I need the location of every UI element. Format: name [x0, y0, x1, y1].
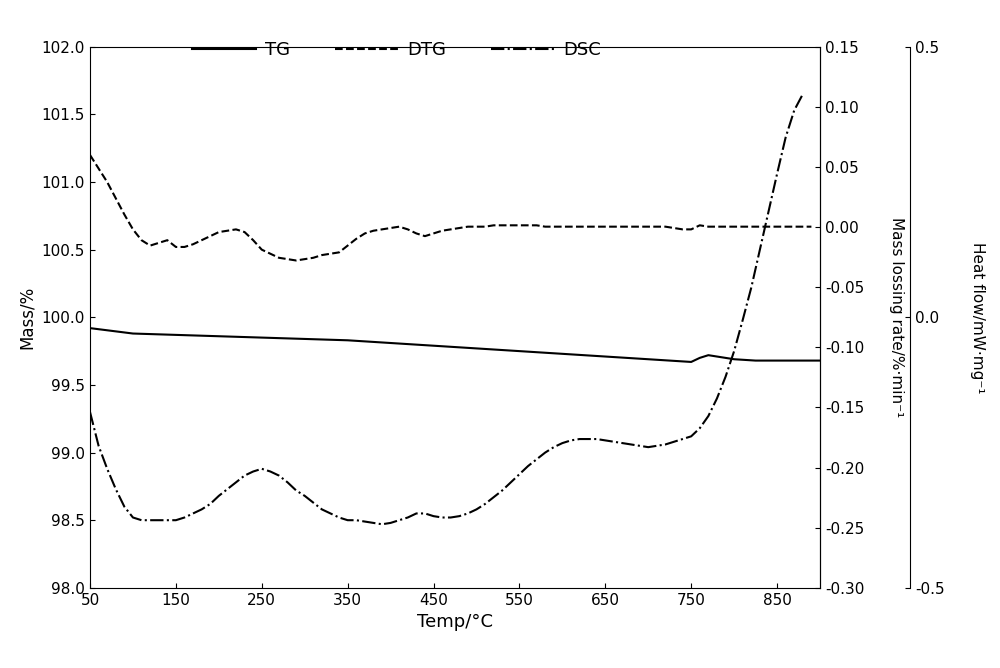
DSC: [634, 442, 646, 450]
DSC: [93, 442, 105, 450]
Legend: TG, DTG, DSC: TG, DTG, DSC: [185, 34, 608, 67]
DTG: [453, 224, 465, 232]
TG: [342, 336, 354, 344]
DTG: [771, 222, 783, 230]
TG: [664, 357, 676, 365]
Line: TG: TG: [90, 328, 820, 362]
TG: [728, 355, 740, 363]
DSC: [84, 408, 96, 416]
TG: [492, 346, 504, 354]
TG: [535, 349, 547, 357]
DSC: [127, 514, 139, 522]
TG: [702, 351, 714, 359]
TG: [406, 341, 418, 349]
TG: [556, 350, 568, 358]
TG: [363, 337, 375, 345]
TG: [299, 335, 311, 343]
TG: [170, 331, 182, 339]
DTG: [342, 242, 354, 250]
Line: DSC: DSC: [90, 94, 803, 524]
DSC: [445, 514, 457, 522]
TG: [428, 342, 440, 350]
DSC: [668, 438, 680, 446]
TG: [470, 345, 482, 353]
TG: [771, 357, 783, 365]
DTG: [84, 151, 96, 159]
TG: [642, 355, 654, 363]
DSC: [797, 90, 809, 98]
Y-axis label: Heat flow/mW·mg⁻¹: Heat flow/mW·mg⁻¹: [970, 242, 985, 393]
DTG: [316, 251, 328, 259]
TG: [277, 334, 289, 342]
TG: [234, 333, 246, 341]
TG: [720, 354, 732, 362]
Line: DTG: DTG: [90, 155, 811, 261]
TG: [685, 358, 697, 366]
TG: [750, 357, 762, 365]
TG: [793, 357, 805, 365]
TG: [711, 353, 723, 361]
TG: [191, 331, 203, 339]
DSC: [410, 510, 422, 518]
Y-axis label: Mass lossing rate/%·min⁻¹: Mass lossing rate/%·min⁻¹: [889, 217, 904, 418]
TG: [256, 333, 268, 341]
TG: [320, 335, 332, 343]
TG: [105, 327, 117, 335]
DTG: [307, 254, 319, 262]
TG: [814, 357, 826, 365]
DTG: [805, 222, 817, 230]
X-axis label: Temp/°C: Temp/°C: [417, 613, 493, 631]
TG: [213, 332, 225, 340]
TG: [621, 354, 633, 362]
DTG: [204, 232, 216, 240]
TG: [694, 354, 706, 362]
TG: [148, 330, 160, 338]
TG: [513, 347, 525, 355]
DSC: [376, 520, 388, 528]
TG: [599, 353, 611, 361]
TG: [127, 329, 139, 337]
Y-axis label: Mass/%: Mass/%: [18, 286, 36, 349]
TG: [449, 343, 461, 351]
TG: [385, 339, 397, 347]
TG: [578, 351, 590, 359]
TG: [84, 324, 96, 332]
DTG: [290, 257, 302, 265]
